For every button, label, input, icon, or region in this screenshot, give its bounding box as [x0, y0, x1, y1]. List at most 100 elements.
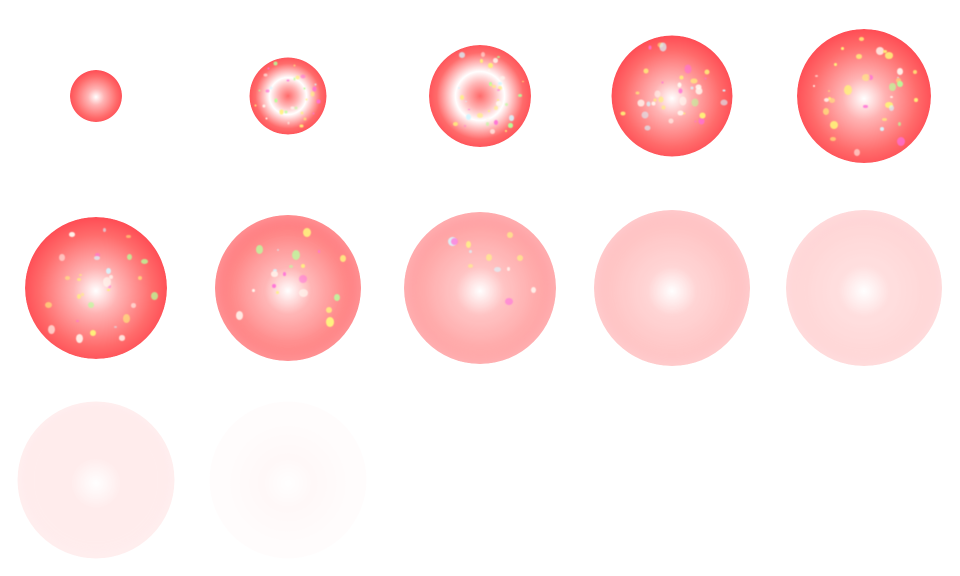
sparkle-dot — [119, 335, 125, 341]
sparkle-dot — [303, 227, 312, 238]
sparkle-dot — [704, 69, 710, 75]
sparkle-dot — [256, 245, 264, 254]
sparkle-dot — [879, 126, 884, 131]
sparkle-particles — [250, 58, 327, 135]
sparkle-dot — [504, 102, 508, 106]
sparkle-dot — [263, 73, 268, 77]
sparkle-dot — [722, 89, 725, 92]
orb-glow — [17, 401, 175, 559]
sparkle-dot — [889, 105, 895, 111]
sparkle-dot — [661, 105, 666, 110]
sparkle-dot — [517, 254, 524, 261]
sparkle-dot — [81, 293, 85, 296]
explosion-orb-frame — [209, 401, 367, 559]
sparkle-dot — [469, 250, 473, 253]
sparkle-dot — [293, 64, 296, 67]
sprite-frame-cell — [192, 192, 384, 384]
sparkle-dot — [316, 99, 321, 104]
sparkle-dot — [641, 111, 649, 119]
sparkle-dot — [265, 89, 270, 93]
sparkle-dot — [464, 124, 467, 127]
sparkle-dot — [318, 250, 321, 253]
sparkle-dot — [704, 77, 707, 80]
sparkle-dot — [494, 105, 499, 111]
orb-glow — [797, 29, 931, 163]
sparkle-dot — [305, 98, 308, 101]
sparkle-dot — [486, 253, 493, 261]
sparkle-dot — [300, 111, 304, 115]
sparkle-dot — [679, 75, 684, 80]
sparkle-dot — [76, 333, 84, 343]
sparkle-dot — [840, 47, 844, 51]
sparkle-dot — [95, 252, 101, 257]
sparkle-dot — [830, 136, 837, 142]
sparkle-dot — [44, 301, 52, 308]
sparkle-dot — [855, 54, 862, 59]
sparkle-dot — [815, 74, 819, 78]
sparkle-dot — [694, 120, 697, 123]
sparkle-dot — [107, 288, 111, 292]
sparkle-dot — [276, 291, 280, 295]
sparkle-dot — [290, 106, 295, 110]
sparkle-dot — [127, 253, 133, 260]
sparkle-dot — [677, 82, 682, 88]
sparkle-dot — [64, 275, 70, 280]
sprite-frame-cell — [384, 0, 576, 192]
sparkle-dot — [258, 89, 261, 92]
sparkle-dot — [691, 98, 698, 107]
sparkle-dot — [47, 325, 55, 335]
sparkle-dot — [468, 108, 471, 111]
sparkle-dot — [485, 122, 489, 126]
sparkle-dot — [479, 59, 483, 63]
explosion-orb-frame — [429, 45, 531, 147]
sparkle-dot — [273, 61, 278, 66]
sparkle-dot — [507, 122, 513, 128]
sparkle-dot — [76, 278, 81, 282]
sparkle-dot — [690, 78, 698, 84]
sparkle-dot — [635, 91, 640, 95]
sparkle-dot — [494, 267, 502, 273]
sparkle-dot — [522, 80, 525, 83]
sparkle-dot — [896, 80, 903, 88]
sparkle-dot — [682, 112, 686, 115]
sparkle-dot — [861, 73, 870, 81]
sparkle-dot — [896, 76, 899, 79]
sparkle-dot — [457, 86, 460, 90]
sparkle-dot — [620, 111, 626, 116]
sparkle-dot — [644, 125, 651, 131]
sprite-frame-cell — [576, 0, 768, 192]
sparkle-dot — [102, 277, 111, 287]
sprite-frame-cell — [768, 0, 960, 192]
sparkle-dot — [505, 129, 508, 132]
sparkle-dot — [499, 75, 505, 81]
sparkle-dot — [284, 110, 288, 114]
sparkle-particles — [404, 212, 556, 364]
sparkle-dot — [131, 303, 137, 308]
sparkle-dot — [486, 117, 491, 121]
sparkle-dot — [451, 237, 459, 245]
sparkle-dot — [141, 258, 149, 265]
explosion-orb-frame — [215, 215, 361, 361]
sparkle-dot — [291, 249, 300, 260]
sparkle-dot — [276, 248, 279, 252]
explosion-orb-frame — [611, 35, 733, 157]
sparkle-dot — [854, 148, 861, 157]
sparkle-dot — [659, 42, 667, 52]
sparkle-dot — [106, 268, 112, 275]
sparkle-dot — [690, 86, 694, 90]
orb-glow — [209, 401, 367, 559]
explosion-orb-frame — [797, 29, 931, 163]
sprite-frame-cell — [192, 0, 384, 192]
sparkle-dot — [269, 86, 273, 90]
sparkle-dot — [823, 97, 829, 102]
sparkle-dot — [720, 99, 728, 106]
sparkle-dot — [896, 68, 903, 76]
sparkle-dot — [695, 84, 702, 90]
sparkle-dot — [651, 101, 656, 106]
sparkle-dot — [834, 62, 838, 67]
sparkle-dot — [506, 267, 510, 271]
sparkle-dot — [489, 81, 493, 86]
sparkle-dot — [466, 114, 472, 120]
sparkle-dot — [77, 293, 82, 299]
sparkle-dot — [468, 263, 474, 268]
